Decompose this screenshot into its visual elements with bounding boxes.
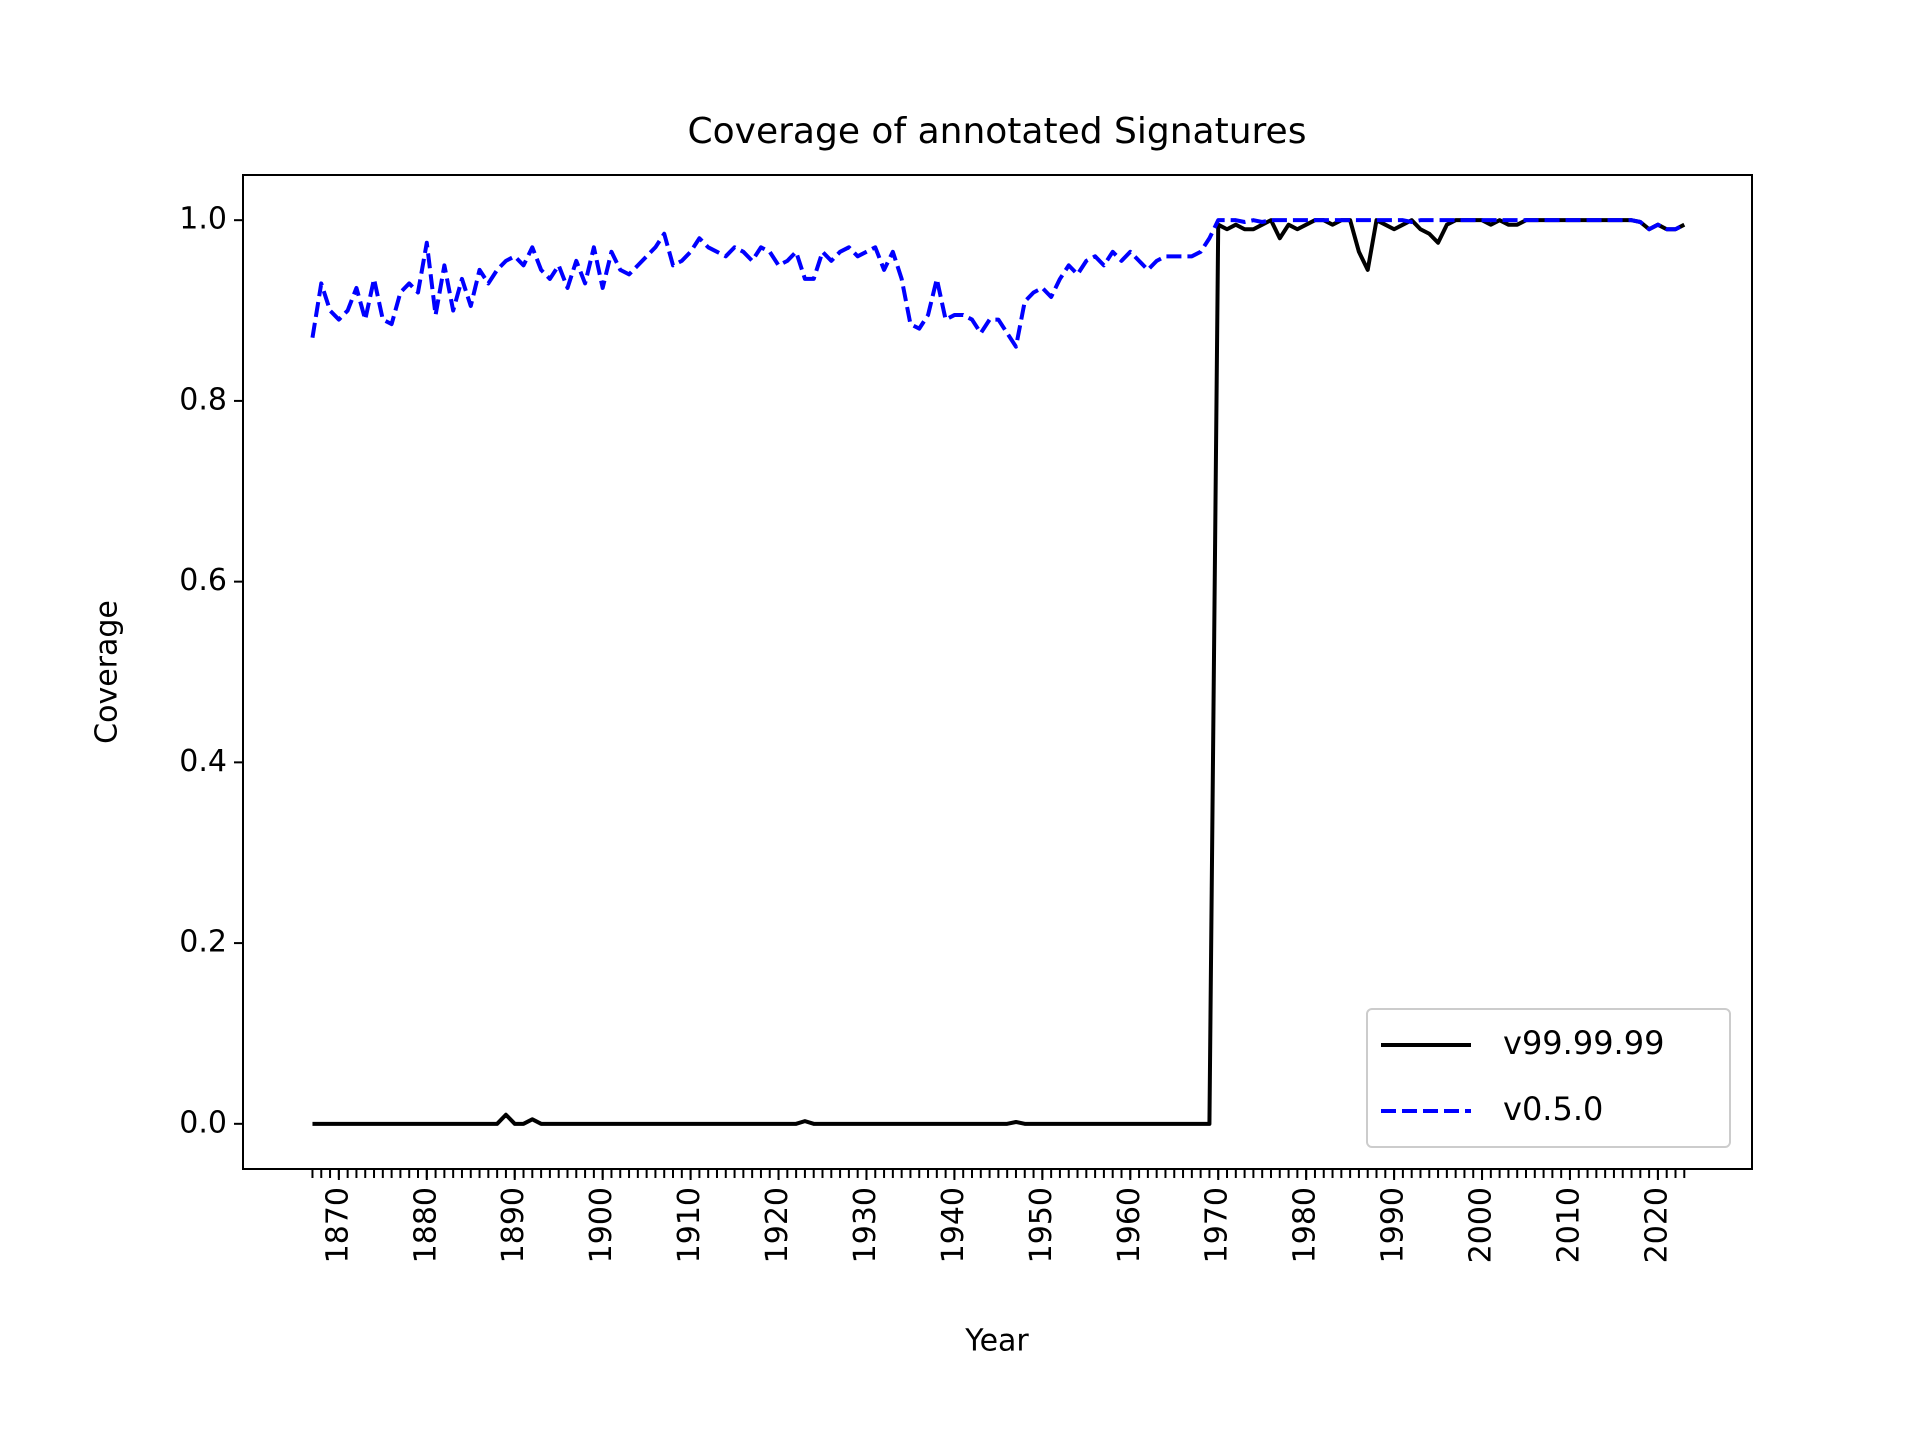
x-tick-label: 1950 <box>1024 1187 1059 1263</box>
x-tick-label: 1920 <box>760 1187 795 1263</box>
x-tick-label: 1890 <box>496 1187 531 1263</box>
x-tick-label: 1870 <box>320 1187 355 1263</box>
data-line <box>312 218 1686 1126</box>
y-tick-label: 0.4 <box>179 744 227 779</box>
plot-frame <box>242 174 1753 1170</box>
legend: v99.99.99 v0.5.0 <box>1366 1008 1731 1148</box>
x-axis-label: Year <box>964 1324 1029 1359</box>
y-tick-label: 0.2 <box>179 925 227 960</box>
x-tick-label: 1900 <box>584 1187 619 1263</box>
y-tick-label: 0.6 <box>179 563 227 598</box>
x-tick-label: 1980 <box>1288 1187 1323 1263</box>
x-tick-label: 2020 <box>1639 1187 1674 1263</box>
y-tick-label: 0.8 <box>179 382 227 417</box>
x-tick-label: 2000 <box>1464 1187 1499 1263</box>
x-tick-label: 2010 <box>1551 1187 1586 1263</box>
x-tick-label: 1970 <box>1200 1187 1235 1263</box>
legend-label: v99.99.99 <box>1503 1024 1664 1062</box>
x-tick-label: 1910 <box>672 1187 707 1263</box>
x-tick-label: 1880 <box>408 1187 443 1263</box>
data-line <box>310 218 1686 349</box>
x-tick-label: 1940 <box>936 1187 971 1263</box>
x-tick-label: 1930 <box>848 1187 883 1263</box>
legend-label: v0.5.0 <box>1503 1090 1603 1128</box>
y-axis-label: Coverage <box>90 600 125 744</box>
y-tick-label: 1.0 <box>179 202 227 237</box>
x-tick-label: 1990 <box>1376 1187 1411 1263</box>
y-tick-label: 0.0 <box>179 1105 227 1140</box>
x-tick-label: 1960 <box>1112 1187 1147 1263</box>
chart-title: Coverage of annotated Signatures <box>688 111 1307 152</box>
